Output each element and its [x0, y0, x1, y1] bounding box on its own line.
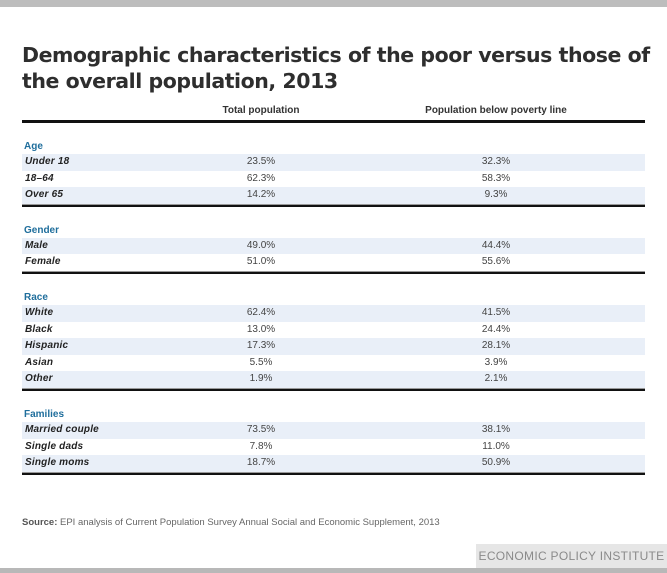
epi-branding: ECONOMIC POLICY INSTITUTE: [476, 544, 667, 568]
row-label: Single dads: [25, 440, 84, 452]
table-row: Single moms 18.7% 50.9%: [22, 455, 645, 472]
section-gap: [22, 274, 645, 290]
total-population-value: 5.5%: [249, 356, 273, 368]
column-header-poverty: Population below poverty line: [425, 105, 567, 116]
total-population-value: 13.0%: [246, 323, 276, 335]
row-label: Female: [25, 256, 61, 268]
poverty-population-value: 24.4%: [481, 323, 511, 335]
table-row: Hispanic 17.3% 28.1%: [22, 338, 645, 355]
section-rule: [22, 387, 645, 391]
table-row: Female 51.0% 55.6%: [22, 254, 645, 271]
source-text: EPI analysis of Current Population Surve…: [57, 517, 440, 528]
header-rule: [22, 120, 645, 123]
bottom-bar: [0, 568, 667, 573]
demographics-table: Total population Population below povert…: [22, 105, 645, 475]
section-rule: [22, 471, 645, 475]
row-label: Male: [25, 239, 49, 251]
row-label: Under 18: [25, 156, 70, 167]
table-row: Single dads 7.8% 11.0%: [22, 439, 645, 456]
poverty-population-value: 41.5%: [481, 306, 511, 318]
row-label: 18–64: [25, 172, 54, 184]
category-header-families: Families: [24, 408, 65, 420]
source-note: Source: EPI analysis of Current Populati…: [22, 517, 440, 528]
table-row: Asian 5.5% 3.9%: [22, 355, 645, 372]
total-population-value: 62.3%: [246, 172, 276, 184]
total-population-value: 1.9%: [249, 373, 273, 385]
column-headers: Total population Population below povert…: [22, 105, 645, 120]
section-rule: [22, 270, 645, 274]
row-label: White: [25, 306, 54, 318]
table-row: 18–64 62.3% 58.3%: [22, 171, 645, 188]
total-population-value: 49.0%: [246, 239, 276, 251]
table-row: Over 65 14.2% 9.3%: [22, 187, 645, 204]
poverty-population-value: 3.9%: [484, 356, 508, 368]
top-bar: [0, 0, 667, 7]
row-label: Asian: [25, 356, 54, 368]
total-population-value: 17.3%: [246, 340, 276, 352]
total-population-value: 62.4%: [246, 306, 276, 318]
table-row: Other 1.9% 2.1%: [22, 371, 645, 388]
row-label: Other: [25, 373, 53, 385]
total-population-value: 51.0%: [246, 256, 276, 268]
section-gap: [22, 391, 645, 407]
row-label: Single moms: [25, 457, 90, 469]
poverty-population-value: 55.6%: [481, 256, 511, 268]
row-label: Married couple: [25, 423, 99, 435]
poverty-population-value: 11.0%: [482, 440, 510, 452]
category-header-gender: Gender: [24, 224, 60, 236]
category-header-race: Race: [24, 291, 48, 303]
row-label: Black: [25, 323, 53, 335]
total-population-value: 73.5%: [246, 423, 276, 435]
poverty-population-value: 32.3%: [481, 156, 511, 167]
total-population-value: 18.7%: [246, 457, 276, 469]
poverty-population-value: 2.1%: [484, 373, 508, 385]
total-population-value: 14.2%: [246, 189, 276, 201]
table-row: Under 18 23.5% 32.3%: [22, 154, 645, 171]
poverty-population-value: 9.3%: [484, 189, 508, 201]
poverty-population-value: 38.1%: [481, 423, 511, 435]
section-gap: [22, 207, 645, 223]
row-label: Hispanic: [25, 340, 69, 352]
total-population-value: 7.8%: [249, 440, 273, 452]
section-gap: [22, 123, 645, 139]
category-header-age: Age: [24, 141, 43, 152]
row-label: Over 65: [25, 189, 64, 201]
table-row: White 62.4% 41.5%: [22, 304, 645, 322]
poverty-population-value: 50.9%: [481, 457, 511, 469]
total-population-value: 23.5%: [246, 156, 276, 167]
poverty-population-value: 44.4%: [481, 239, 511, 251]
column-header-total: Total population: [222, 105, 300, 116]
poverty-population-value: 28.1%: [481, 340, 511, 352]
source-label: Source:: [22, 517, 58, 528]
table-row: Male 49.0% 44.4%: [22, 237, 645, 255]
poverty-population-value: 58.3%: [481, 172, 511, 184]
table-body: Age Under 18 23.5% 32.3% 18–64 62.3% 58.3% Over…: [22, 123, 645, 475]
table-row: Black 13.0% 24.4%: [22, 322, 645, 339]
table-row: Married couple 73.5% 38.1%: [22, 421, 645, 439]
section-rule: [22, 203, 645, 207]
page-title: Demographic characteristics of the poor …: [22, 43, 650, 93]
